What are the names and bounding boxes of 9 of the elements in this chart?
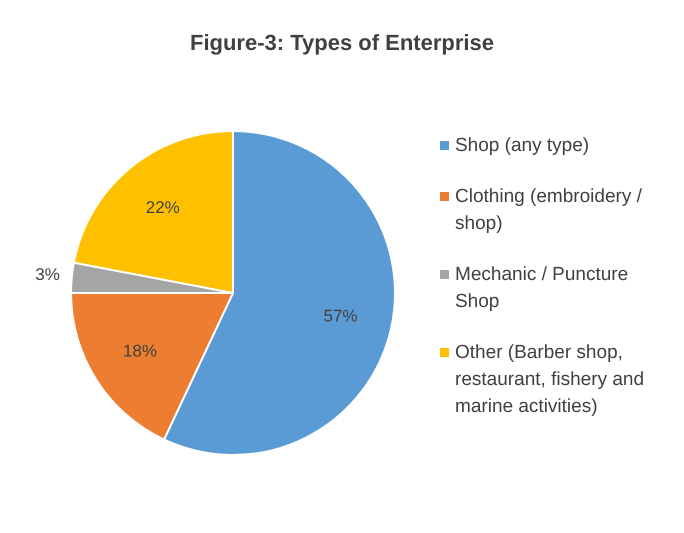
data-label: 22% — [146, 198, 180, 217]
data-label: 57% — [323, 306, 358, 326]
legend-label: Other (Barber shop, restaurant, fishery and marine activities) — [455, 341, 646, 419]
legend-label: Shop (any type) — [455, 134, 590, 158]
legend-label: Clothing (embroidery / shop) — [455, 185, 643, 236]
legend-label: Mechanic / Puncture Shop — [455, 263, 630, 314]
data-label: 18% — [122, 342, 158, 361]
data-label: 3% — [35, 265, 60, 284]
chart-title: Figure-3: Types of Enterprise — [189, 30, 495, 56]
